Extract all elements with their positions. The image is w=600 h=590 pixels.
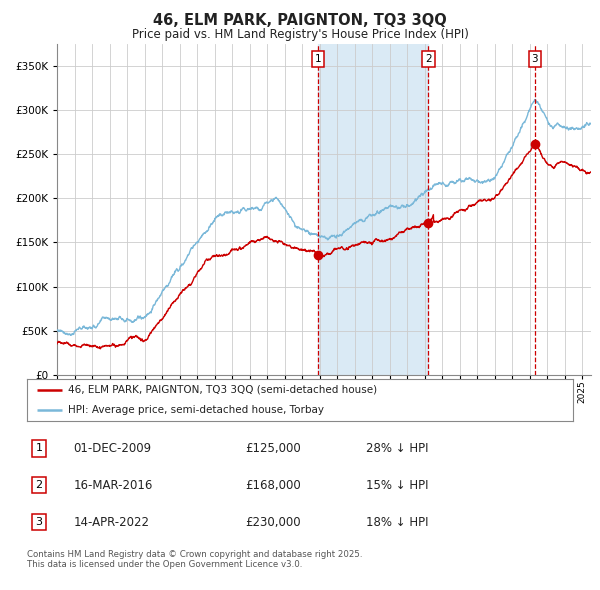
Text: 3: 3 <box>35 517 43 527</box>
Text: 46, ELM PARK, PAIGNTON, TQ3 3QQ: 46, ELM PARK, PAIGNTON, TQ3 3QQ <box>153 13 447 28</box>
Text: 1: 1 <box>35 444 43 454</box>
Text: 3: 3 <box>532 54 538 64</box>
Text: 46, ELM PARK, PAIGNTON, TQ3 3QQ (semi-detached house): 46, ELM PARK, PAIGNTON, TQ3 3QQ (semi-de… <box>68 385 377 395</box>
Text: Price paid vs. HM Land Registry's House Price Index (HPI): Price paid vs. HM Land Registry's House … <box>131 28 469 41</box>
Text: £168,000: £168,000 <box>245 478 301 492</box>
Text: 14-APR-2022: 14-APR-2022 <box>73 516 149 529</box>
Text: Contains HM Land Registry data © Crown copyright and database right 2025.
This d: Contains HM Land Registry data © Crown c… <box>27 550 362 569</box>
Text: £230,000: £230,000 <box>245 516 301 529</box>
Text: 15% ↓ HPI: 15% ↓ HPI <box>365 478 428 492</box>
Text: 1: 1 <box>315 54 322 64</box>
Text: 01-DEC-2009: 01-DEC-2009 <box>73 442 152 455</box>
Text: £125,000: £125,000 <box>245 442 301 455</box>
Text: 2: 2 <box>35 480 43 490</box>
Text: 16-MAR-2016: 16-MAR-2016 <box>73 478 153 492</box>
Text: HPI: Average price, semi-detached house, Torbay: HPI: Average price, semi-detached house,… <box>68 405 324 415</box>
Text: 2: 2 <box>425 54 431 64</box>
Text: 18% ↓ HPI: 18% ↓ HPI <box>365 516 428 529</box>
Bar <box>318 44 428 375</box>
Text: 28% ↓ HPI: 28% ↓ HPI <box>365 442 428 455</box>
